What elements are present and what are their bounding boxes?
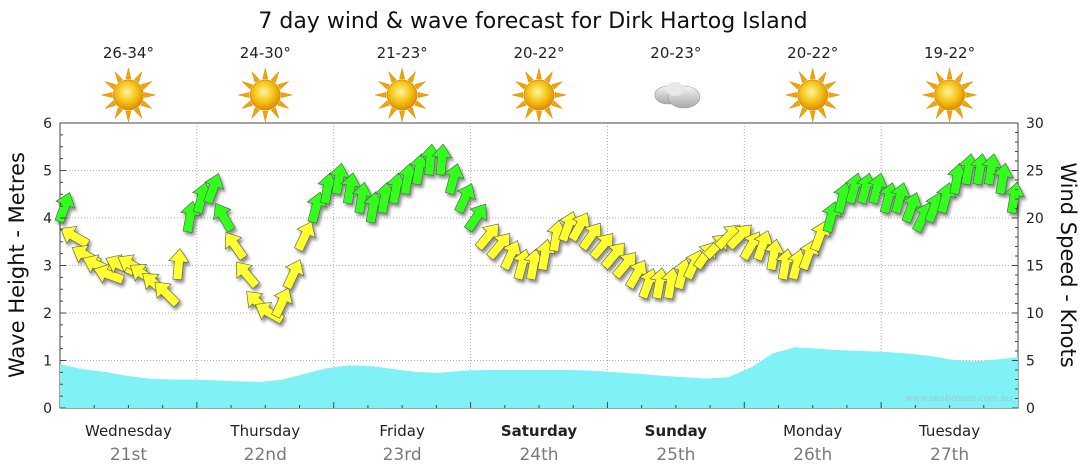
wind-arrow bbox=[154, 281, 181, 308]
day-date-label: 26th bbox=[793, 445, 832, 465]
right-tick-label: 10 bbox=[1026, 306, 1044, 322]
wind-arrow bbox=[463, 203, 487, 233]
left-tick-label: 2 bbox=[43, 306, 52, 322]
day-date-label: 24th bbox=[519, 445, 558, 465]
left-tick-label: 3 bbox=[43, 259, 52, 275]
day-temperature: 20-22° bbox=[787, 44, 838, 62]
wind-arrow bbox=[992, 162, 1014, 195]
day-date-label: 25th bbox=[656, 445, 695, 465]
wind-arrow bbox=[431, 143, 453, 176]
right-axis-label: Wind Speed - Knots bbox=[1056, 162, 1080, 367]
sun-icon bbox=[101, 67, 156, 123]
left-tick-label: 1 bbox=[43, 354, 52, 370]
wave-height-area bbox=[60, 347, 1018, 408]
wind-arrow bbox=[235, 261, 260, 290]
right-tick-label: 15 bbox=[1026, 259, 1044, 275]
sun-icon bbox=[922, 67, 977, 123]
wind-arrow bbox=[60, 225, 91, 249]
right-tick-label: 30 bbox=[1026, 116, 1044, 132]
day-name-label: Tuesday bbox=[918, 422, 980, 440]
sun-icon bbox=[375, 67, 430, 123]
day-date-label: 23rd bbox=[383, 445, 422, 465]
right-tick-label: 20 bbox=[1026, 211, 1044, 227]
day-temperature: 26-34° bbox=[103, 44, 154, 62]
left-tick-label: 5 bbox=[43, 164, 52, 180]
right-tick-label: 25 bbox=[1026, 164, 1044, 180]
left-tick-label: 0 bbox=[43, 401, 52, 417]
day-name-label: Saturday bbox=[501, 422, 578, 440]
right-tick-label: 0 bbox=[1026, 401, 1035, 417]
day-name-label: Thursday bbox=[229, 422, 300, 440]
wind-arrow bbox=[1004, 181, 1026, 214]
wind-arrow bbox=[203, 173, 225, 205]
day-temperature: 20-23° bbox=[650, 44, 701, 62]
wind-arrow bbox=[454, 183, 476, 214]
wind-arrow bbox=[168, 248, 190, 281]
day-name-label: Wednesday bbox=[85, 422, 172, 440]
left-axis-label: Wave Height - Metres bbox=[5, 152, 29, 378]
day-temperature: 19-22° bbox=[924, 44, 975, 62]
left-tick-label: 6 bbox=[43, 116, 52, 132]
day-name-label: Sunday bbox=[645, 422, 708, 440]
day-temperature: 20-22° bbox=[513, 44, 564, 62]
day-date-label: 22nd bbox=[244, 445, 287, 465]
wind-arrow bbox=[294, 221, 316, 252]
chart-title: 7 day wind & wave forecast for Dirk Hart… bbox=[258, 9, 807, 34]
day-name-label: Monday bbox=[783, 422, 842, 440]
day-date-label: 27th bbox=[930, 445, 969, 465]
sun-icon bbox=[511, 67, 567, 123]
wind-arrow bbox=[213, 202, 236, 233]
day-temperature: 24-30° bbox=[240, 44, 291, 62]
right-tick-label: 5 bbox=[1026, 354, 1035, 370]
sun-icon bbox=[785, 67, 840, 123]
wind-arrow bbox=[271, 287, 293, 319]
wind-arrow bbox=[224, 232, 248, 261]
wind-arrow bbox=[54, 192, 76, 224]
day-name-label: Friday bbox=[379, 422, 425, 440]
sun-icon bbox=[238, 67, 293, 123]
day-temperature: 21-23° bbox=[377, 44, 428, 62]
credit-text: www.seabreeze.com.au bbox=[905, 394, 1012, 404]
wind-arrow bbox=[254, 301, 285, 325]
day-date-label: 21st bbox=[110, 445, 147, 465]
wind-arrow bbox=[443, 163, 465, 196]
wind-arrow bbox=[282, 259, 305, 290]
left-tick-label: 4 bbox=[43, 211, 52, 227]
cloud-icon bbox=[654, 82, 701, 109]
